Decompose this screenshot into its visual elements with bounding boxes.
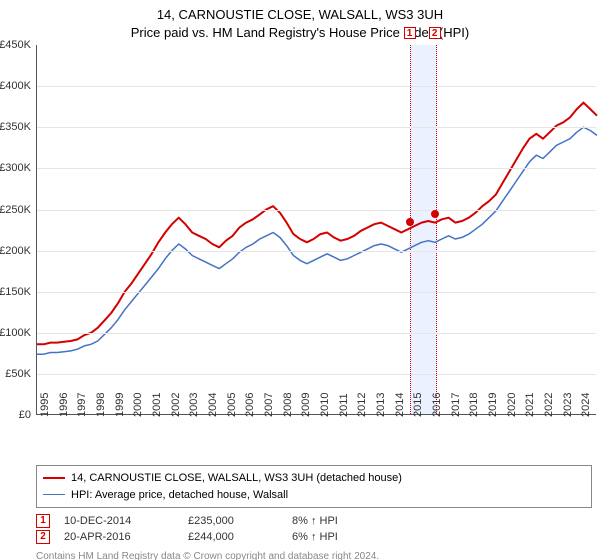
x-axis-label: 2010	[319, 393, 331, 417]
x-axis-label: 2007	[263, 393, 275, 417]
footer-fineprint: Contains HM Land Registry data © Crown c…	[36, 550, 600, 560]
tx-marker-box: 1	[404, 27, 416, 39]
y-axis-label: £200K	[0, 245, 31, 257]
legend-label: HPI: Average price, detached house, Wals…	[71, 487, 288, 504]
x-axis-label: 2011	[338, 393, 350, 417]
series-subject	[37, 103, 597, 345]
tx-price: £235,000	[188, 515, 278, 527]
x-axis-label: 2012	[356, 393, 368, 417]
series-hpi	[37, 127, 597, 354]
y-axis-label: £300K	[0, 162, 31, 174]
x-axis-label: 2020	[506, 393, 518, 417]
x-axis-label: 2000	[132, 393, 144, 417]
x-axis-label: 2006	[244, 393, 256, 417]
x-axis-label: 2003	[188, 393, 200, 417]
y-axis-label: £0	[19, 409, 31, 421]
legend-item: 14, CARNOUSTIE CLOSE, WALSALL, WS3 3UH (…	[43, 470, 585, 487]
x-axis-label: 1995	[39, 393, 51, 417]
x-axis-label: 2013	[375, 393, 387, 417]
transactions-table: 1 10-DEC-2014 £235,000 8% ↑ HPI 2 20-APR…	[36, 514, 592, 544]
tx-index-box: 1	[36, 514, 50, 528]
x-axis-label: 1996	[58, 393, 70, 417]
x-axis-label: 2022	[543, 393, 555, 417]
x-axis-label: 2015	[412, 393, 424, 417]
fineprint-line: Contains HM Land Registry data © Crown c…	[36, 550, 600, 560]
title-line-1: 14, CARNOUSTIE CLOSE, WALSALL, WS3 3UH	[0, 6, 600, 24]
title-line-2: Price paid vs. HM Land Registry's House …	[0, 24, 600, 42]
tx-dot	[431, 210, 439, 218]
y-axis-label: £100K	[0, 327, 31, 339]
tx-delta: 6% ↑ HPI	[292, 531, 338, 543]
x-axis-label: 2018	[468, 393, 480, 417]
x-axis-label: 2009	[300, 393, 312, 417]
tx-date: 20-APR-2016	[64, 531, 174, 543]
y-axis-label: £250K	[0, 204, 31, 216]
x-axis-labels: 1995199619971998199920002001200220032004…	[36, 415, 596, 463]
y-axis-label: £450K	[0, 39, 31, 51]
tx-marker-box: 2	[429, 27, 441, 39]
x-axis-label: 2016	[431, 393, 443, 417]
chart-svg	[37, 45, 597, 415]
x-axis-label: 2019	[487, 393, 499, 417]
x-axis-label: 2021	[524, 393, 536, 417]
table-row: 2 20-APR-2016 £244,000 6% ↑ HPI	[36, 530, 592, 544]
legend-swatch	[43, 494, 65, 495]
x-axis-label: 2008	[282, 393, 294, 417]
x-axis-label: 2004	[207, 393, 219, 417]
x-axis-label: 2005	[226, 393, 238, 417]
x-axis-label: 1999	[114, 393, 126, 417]
table-row: 1 10-DEC-2014 £235,000 8% ↑ HPI	[36, 514, 592, 528]
y-axis-label: £400K	[0, 80, 31, 92]
y-axis-label: £350K	[0, 121, 31, 133]
legend-item: HPI: Average price, detached house, Wals…	[43, 487, 585, 504]
legend-label: 14, CARNOUSTIE CLOSE, WALSALL, WS3 3UH (…	[71, 470, 402, 487]
tx-date: 10-DEC-2014	[64, 515, 174, 527]
tx-index-box: 2	[36, 530, 50, 544]
y-axis-label: £50K	[5, 368, 31, 380]
x-axis-label: 1998	[95, 393, 107, 417]
x-axis-label: 2001	[151, 393, 163, 417]
tx-delta: 8% ↑ HPI	[292, 515, 338, 527]
x-axis-label: 1997	[76, 393, 88, 417]
legend-swatch	[43, 477, 65, 479]
x-axis-label: 2017	[450, 393, 462, 417]
x-axis-label: 2002	[170, 393, 182, 417]
x-axis-label: 2023	[562, 393, 574, 417]
price-chart: £0£50K£100K£150K£200K£250K£300K£350K£400…	[36, 45, 596, 415]
tx-price: £244,000	[188, 531, 278, 543]
y-axis-label: £150K	[0, 286, 31, 298]
chart-title: 14, CARNOUSTIE CLOSE, WALSALL, WS3 3UH P…	[0, 6, 600, 41]
x-axis-label: 2014	[394, 393, 406, 417]
tx-dot	[406, 218, 414, 226]
legend: 14, CARNOUSTIE CLOSE, WALSALL, WS3 3UH (…	[36, 465, 592, 508]
x-axis-label: 2024	[580, 393, 592, 417]
